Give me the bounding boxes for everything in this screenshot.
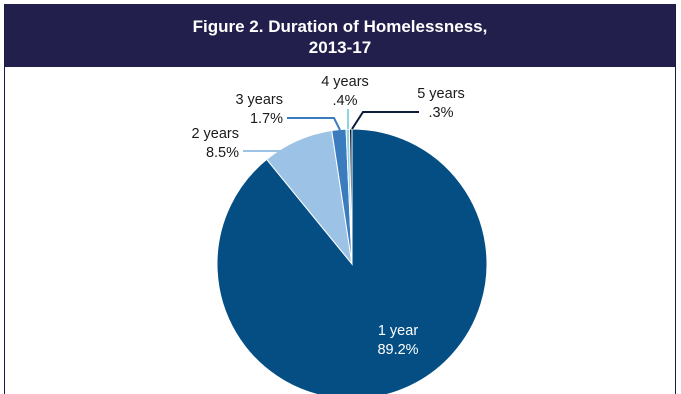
value-5-years: .3% [429, 105, 454, 121]
value-1-year: 89.2% [377, 342, 418, 358]
leader-lines [243, 109, 419, 152]
value-2-years: 8.5% [206, 145, 239, 161]
leader-5-years [351, 111, 419, 130]
leader-3-years [287, 117, 341, 131]
value-3-years: 1.7% [250, 111, 283, 127]
chart-frame: Figure 2. Duration of Homelessness, 2013… [4, 4, 676, 394]
pie-slices [216, 128, 488, 394]
value-4-years: .4% [333, 93, 358, 109]
slice-5-years [348, 128, 353, 265]
label-1-year: 1 year [378, 323, 418, 339]
chart-title: Figure 2. Duration of Homelessness, 2013… [5, 4, 675, 67]
label-2-years: 2 years [191, 126, 239, 142]
chart-title-line-1: Figure 2. Duration of Homelessness, [192, 17, 488, 36]
label-5-years: 5 years [417, 86, 465, 102]
label-4-years: 4 years [321, 74, 369, 90]
label-3-years: 3 years [235, 92, 283, 108]
chart-title-line-2: 2013-17 [308, 38, 372, 57]
